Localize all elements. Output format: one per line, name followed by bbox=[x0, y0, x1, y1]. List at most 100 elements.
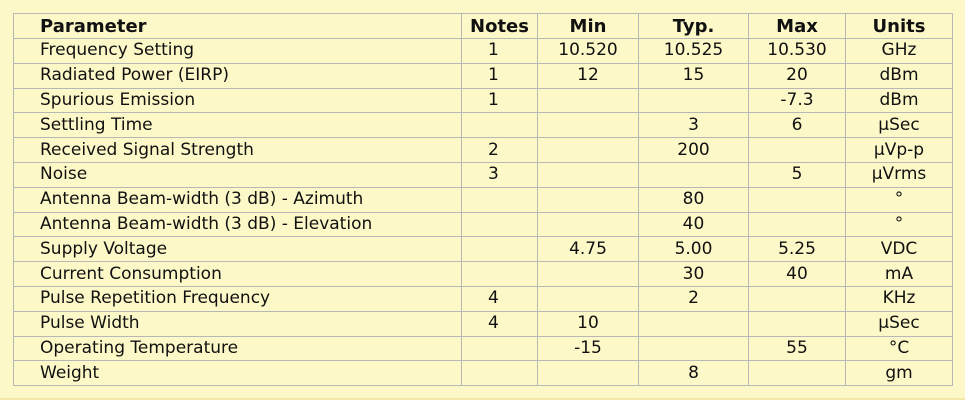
cell-max: 5 bbox=[748, 161, 846, 188]
table-row: Current Consumption 30 40 mA bbox=[13, 261, 953, 287]
cell-parameter: Spurious Emission bbox=[13, 87, 462, 114]
cell-typ: 3 bbox=[638, 112, 749, 139]
cell-units: µSec bbox=[845, 112, 953, 139]
cell-min bbox=[537, 112, 639, 139]
table-row: Antenna Beam-width (3 dB) - Elevation 40 ° bbox=[13, 211, 953, 238]
cell-notes bbox=[461, 112, 538, 139]
table-row: Frequency Setting 1 10.520 10.525 10.530 GHz bbox=[13, 38, 953, 64]
cell-max bbox=[748, 137, 846, 163]
cell-notes bbox=[461, 360, 538, 387]
cell-typ bbox=[638, 87, 749, 114]
cell-notes: 2 bbox=[461, 137, 538, 163]
cell-units: gm bbox=[845, 360, 953, 387]
table-row: Weight 8 gm bbox=[13, 360, 953, 387]
cell-max bbox=[748, 360, 846, 387]
table-row: Radiated Power (EIRP) 1 12 15 20 dBm bbox=[13, 62, 953, 89]
table-row: Received Signal Strength 2 200 µVp-p bbox=[13, 137, 953, 163]
cell-max: 20 bbox=[748, 62, 846, 89]
cell-parameter: Operating Temperature bbox=[13, 335, 462, 362]
cell-units: ° bbox=[845, 211, 953, 238]
cell-parameter: Frequency Setting bbox=[13, 38, 462, 64]
cell-notes bbox=[461, 335, 538, 362]
cell-notes bbox=[461, 211, 538, 238]
cell-units: GHz bbox=[845, 38, 953, 64]
cell-min bbox=[537, 161, 639, 188]
table-row: Pulse Width 4 10 µSec bbox=[13, 310, 953, 337]
cell-parameter: Noise bbox=[13, 161, 462, 188]
table-row: Pulse Repetition Frequency 4 2 KHz bbox=[13, 285, 953, 312]
cell-units: µVp-p bbox=[845, 137, 953, 163]
cell-min bbox=[537, 211, 639, 238]
cell-typ: 2 bbox=[638, 285, 749, 312]
header-units: Units bbox=[845, 13, 953, 39]
cell-notes: 4 bbox=[461, 310, 538, 337]
cell-min: 10.520 bbox=[537, 38, 639, 64]
cell-min: -15 bbox=[537, 335, 639, 362]
table-row: Supply Voltage 4.75 5.00 5.25 VDC bbox=[13, 236, 953, 263]
cell-units: mA bbox=[845, 261, 953, 287]
cell-typ: 15 bbox=[638, 62, 749, 89]
specifications-table: Parameter Notes Min Typ. Max Units Frequ… bbox=[13, 13, 953, 387]
cell-notes: 3 bbox=[461, 161, 538, 188]
table-row: Spurious Emission 1 -7.3 dBm bbox=[13, 87, 953, 114]
cell-min bbox=[537, 137, 639, 163]
table-row: Noise 3 5 µVrms bbox=[13, 161, 953, 188]
cell-notes: 1 bbox=[461, 62, 538, 89]
cell-min bbox=[537, 87, 639, 114]
table-row: Antenna Beam-width (3 dB) - Azimuth 80 ° bbox=[13, 186, 953, 213]
header-parameter: Parameter bbox=[13, 13, 462, 39]
cell-units: ° bbox=[845, 186, 953, 213]
cell-typ bbox=[638, 161, 749, 188]
cell-max bbox=[748, 211, 846, 238]
cell-min: 10 bbox=[537, 310, 639, 337]
cell-typ: 80 bbox=[638, 186, 749, 213]
cell-max: 6 bbox=[748, 112, 846, 139]
cell-min bbox=[537, 261, 639, 287]
cell-notes bbox=[461, 186, 538, 213]
cell-typ bbox=[638, 310, 749, 337]
header-row: Parameter Notes Min Typ. Max Units bbox=[13, 13, 953, 39]
header-typ: Typ. bbox=[638, 13, 749, 39]
cell-max: -7.3 bbox=[748, 87, 846, 114]
cell-max: 40 bbox=[748, 261, 846, 287]
cell-typ bbox=[638, 335, 749, 362]
cell-min: 12 bbox=[537, 62, 639, 89]
table-row: Settling Time 3 6 µSec bbox=[13, 112, 953, 139]
cell-parameter: Current Consumption bbox=[13, 261, 462, 287]
cell-notes bbox=[461, 236, 538, 263]
cell-parameter: Radiated Power (EIRP) bbox=[13, 62, 462, 89]
cell-parameter: Antenna Beam-width (3 dB) - Azimuth bbox=[13, 186, 462, 213]
cell-max: 10.530 bbox=[748, 38, 846, 64]
cell-typ: 10.525 bbox=[638, 38, 749, 64]
cell-units: dBm bbox=[845, 62, 953, 89]
cell-parameter: Pulse Width bbox=[13, 310, 462, 337]
table-body: Frequency Setting 1 10.520 10.525 10.530 GHz R… bbox=[13, 38, 953, 387]
cell-typ: 40 bbox=[638, 211, 749, 238]
header-notes: Notes bbox=[461, 13, 538, 39]
cell-units: dBm bbox=[845, 87, 953, 114]
cell-notes: 1 bbox=[461, 87, 538, 114]
cell-parameter: Settling Time bbox=[13, 112, 462, 139]
cell-units: KHz bbox=[845, 285, 953, 312]
cell-units: µVrms bbox=[845, 161, 953, 188]
cell-typ: 200 bbox=[638, 137, 749, 163]
cell-max: 5.25 bbox=[748, 236, 846, 263]
cell-min bbox=[537, 360, 639, 387]
cell-units: °C bbox=[845, 335, 953, 362]
cell-min: 4.75 bbox=[537, 236, 639, 263]
table-row: Operating Temperature -15 55 °C bbox=[13, 335, 953, 362]
cell-max: 55 bbox=[748, 335, 846, 362]
cell-max bbox=[748, 186, 846, 213]
cell-parameter: Antenna Beam-width (3 dB) - Elevation bbox=[13, 211, 462, 238]
cell-notes bbox=[461, 261, 538, 287]
cell-max bbox=[748, 285, 846, 312]
cell-notes: 4 bbox=[461, 285, 538, 312]
cell-typ: 8 bbox=[638, 360, 749, 387]
header-max: Max bbox=[748, 13, 846, 39]
cell-notes: 1 bbox=[461, 38, 538, 64]
cell-min bbox=[537, 285, 639, 312]
cell-parameter: Supply Voltage bbox=[13, 236, 462, 263]
cell-parameter: Pulse Repetition Frequency bbox=[13, 285, 462, 312]
cell-parameter: Received Signal Strength bbox=[13, 137, 462, 163]
